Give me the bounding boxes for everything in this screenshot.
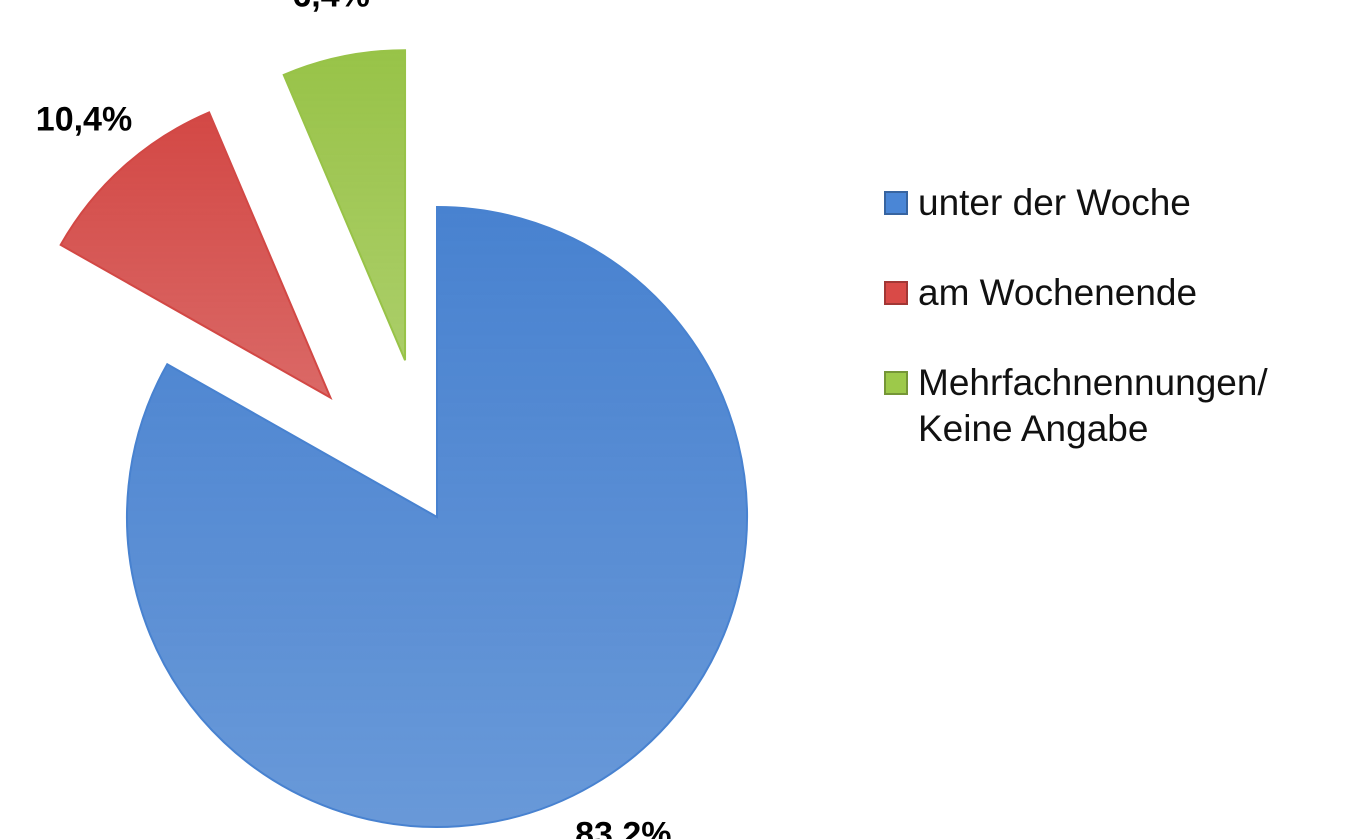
legend-item: unter der Woche (884, 180, 1298, 226)
legend: unter der Woche am Wochenende Mehrfachnenn… (884, 180, 1298, 496)
legend-label: am Wochenende (918, 272, 1198, 313)
pie-slice (59, 111, 333, 400)
legend-label: unter der Woche (918, 182, 1191, 223)
value-label: 6,4% (292, 0, 370, 15)
legend-label: Mehrfachnennungen/ Keine Angabe (918, 362, 1268, 449)
pie-slice (126, 205, 748, 828)
pie-slice (282, 49, 407, 361)
legend-swatch (884, 371, 908, 395)
legend-swatch (884, 281, 908, 305)
legend-item: Mehrfachnennungen/ Keine Angabe (884, 360, 1298, 452)
value-label: 83,2% (575, 816, 671, 839)
legend-item: am Wochenende (884, 270, 1298, 316)
value-label: 10,4% (36, 101, 132, 139)
legend-swatch (884, 191, 908, 215)
